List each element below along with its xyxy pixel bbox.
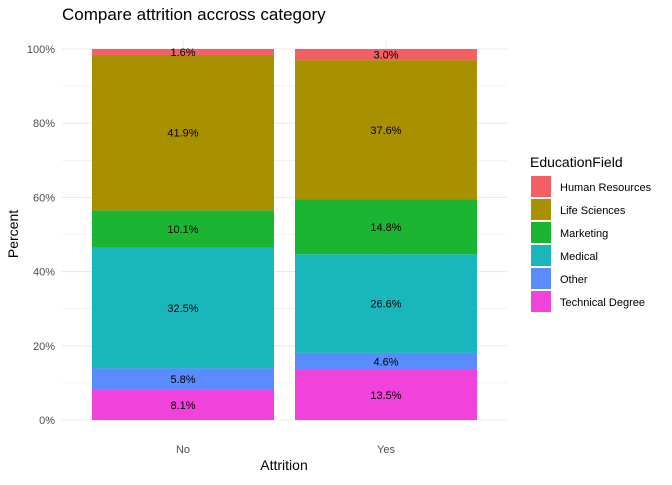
legend-key xyxy=(531,268,551,289)
x-tick-label: No xyxy=(176,444,190,456)
y-tick-label: 0% xyxy=(39,415,55,427)
data-label: 3.0% xyxy=(373,50,398,62)
bar-segment xyxy=(295,60,477,200)
legend-label: Human Resources xyxy=(560,182,652,194)
bar-segment xyxy=(92,49,274,55)
data-label: 8.1% xyxy=(170,400,195,412)
data-label: 10.1% xyxy=(167,224,198,236)
bar-segment xyxy=(92,368,274,390)
legend-key xyxy=(531,199,551,220)
legend-label: Medical xyxy=(560,251,598,263)
data-label: 13.5% xyxy=(370,390,401,402)
legend-key xyxy=(531,176,551,197)
data-label: 26.6% xyxy=(370,299,401,311)
legend-label: Marketing xyxy=(560,228,608,240)
data-label: 41.9% xyxy=(167,128,198,140)
legend-key xyxy=(531,291,551,312)
y-tick-label: 60% xyxy=(33,192,55,204)
bar-segment xyxy=(295,369,477,420)
data-label: 14.8% xyxy=(370,222,401,234)
bar-segment xyxy=(295,49,477,61)
y-tick-label: 40% xyxy=(33,267,55,279)
legend-label: Other xyxy=(560,274,588,286)
y-axis-title: Percent xyxy=(5,210,21,258)
chart-title: Compare attrition accross category xyxy=(62,5,326,24)
legend-key xyxy=(531,245,551,266)
data-label: 4.6% xyxy=(373,356,398,368)
bar-segment xyxy=(92,210,274,248)
x-tick-label: Yes xyxy=(377,444,395,456)
x-axis-title: Attrition xyxy=(260,457,307,473)
legend-title: EducationField xyxy=(530,154,623,170)
bar-segment xyxy=(295,352,477,370)
bar-segment xyxy=(295,254,477,353)
data-label: 5.8% xyxy=(170,374,195,386)
bar-segment xyxy=(92,389,274,420)
y-tick-label: 20% xyxy=(33,341,55,353)
legend-key xyxy=(531,222,551,243)
bar-segment xyxy=(92,54,274,211)
legend-label: Life Sciences xyxy=(560,205,626,217)
y-tick-label: 80% xyxy=(33,118,55,130)
labels-layer: 8.1% 5.8% 32.5% 10.1% 41.9% 1.6% 13.5% 4.6% 26.6… xyxy=(167,47,401,412)
data-label: 1.6% xyxy=(170,47,195,59)
y-tick-label: 100% xyxy=(27,44,55,56)
bars-layer xyxy=(92,49,477,420)
bar-segment xyxy=(92,247,274,369)
bar-segment xyxy=(295,199,477,255)
data-label: 37.6% xyxy=(370,125,401,137)
legend-label: Technical Degree xyxy=(560,297,645,309)
axes-layer: 0% 20% 40% 60% 80% 100% No Yes xyxy=(27,44,396,456)
data-label: 32.5% xyxy=(167,303,198,315)
legend: Human Resources Life Sciences Marketing Med… xyxy=(531,176,652,312)
